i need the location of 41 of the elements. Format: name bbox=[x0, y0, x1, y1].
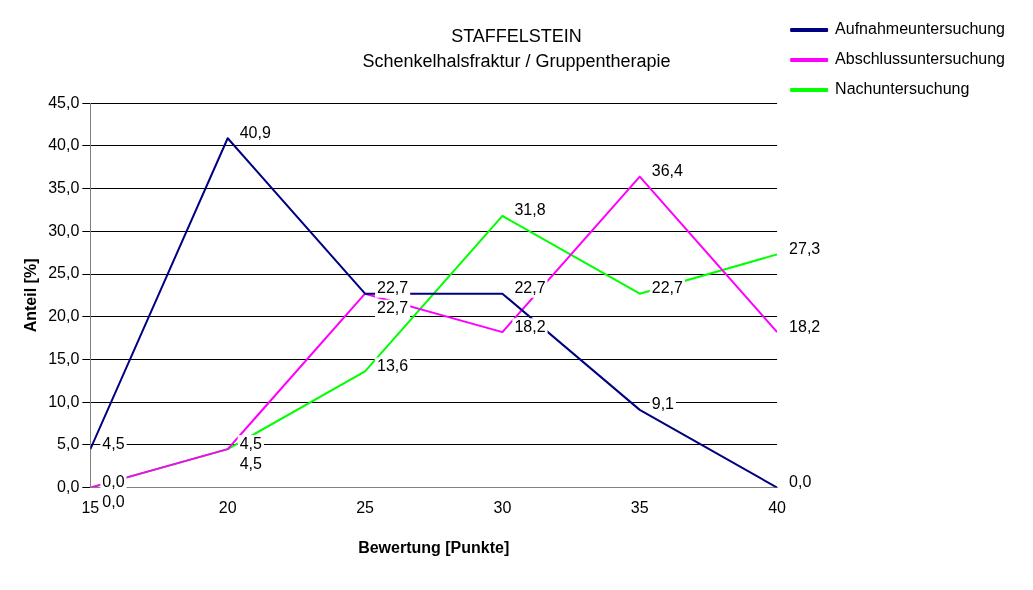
data-label: 4,5 bbox=[239, 434, 263, 452]
data-label: 4,5 bbox=[239, 454, 263, 472]
y-tick-label: 35,0 bbox=[48, 179, 80, 197]
y-tick-label: 5,0 bbox=[57, 435, 80, 453]
y-tick-label: 40,0 bbox=[48, 136, 80, 154]
data-label: 27,3 bbox=[789, 239, 821, 257]
y-axis-title: Anteil [%] bbox=[22, 258, 40, 333]
chart-subtitle: Schenkelhalsfraktur / Gruppentherapie bbox=[362, 51, 671, 72]
data-label: 22,7 bbox=[651, 279, 683, 297]
data-label: 18,2 bbox=[514, 317, 546, 335]
x-tick-label: 25 bbox=[356, 498, 375, 516]
x-tick-label: 30 bbox=[493, 498, 512, 516]
y-tick-label: 10,0 bbox=[48, 392, 80, 410]
y-tick-label: 15,0 bbox=[48, 349, 80, 367]
legend-label: Aufnahmeuntersuchung bbox=[835, 20, 1006, 38]
x-tick-label: 40 bbox=[768, 498, 787, 516]
legend-label: Abschlussuntersuchung bbox=[835, 50, 1005, 68]
x-tick-label: 15 bbox=[81, 498, 100, 516]
data-label: 31,8 bbox=[514, 201, 546, 219]
y-tick-label: 45,0 bbox=[48, 93, 80, 111]
data-label: 0,0 bbox=[102, 473, 125, 491]
data-label: 0,0 bbox=[789, 473, 812, 491]
x-axis-title: Bewertung [Punkte] bbox=[358, 538, 510, 556]
legend-label: Nachuntersuchung bbox=[835, 80, 970, 98]
data-label: 22,7 bbox=[377, 279, 409, 297]
y-tick-label: 20,0 bbox=[48, 307, 80, 325]
x-tick-label: 20 bbox=[218, 498, 237, 516]
y-tick-label: 30,0 bbox=[48, 221, 80, 239]
data-label: 22,7 bbox=[514, 279, 546, 297]
y-tick-label: 25,0 bbox=[48, 264, 80, 282]
data-label: 0,0 bbox=[102, 493, 125, 511]
data-label: 40,9 bbox=[239, 123, 271, 141]
data-label: 4,5 bbox=[102, 434, 125, 452]
data-label: 22,7 bbox=[377, 299, 409, 317]
data-label: 18,2 bbox=[789, 317, 821, 335]
chart-title: STAFFELSTEIN bbox=[451, 25, 582, 46]
y-tick-label: 0,0 bbox=[57, 478, 80, 496]
data-label: 36,4 bbox=[651, 162, 683, 180]
x-tick-label: 35 bbox=[630, 498, 649, 516]
data-label: 13,6 bbox=[377, 356, 409, 374]
data-label: 9,1 bbox=[651, 395, 675, 413]
